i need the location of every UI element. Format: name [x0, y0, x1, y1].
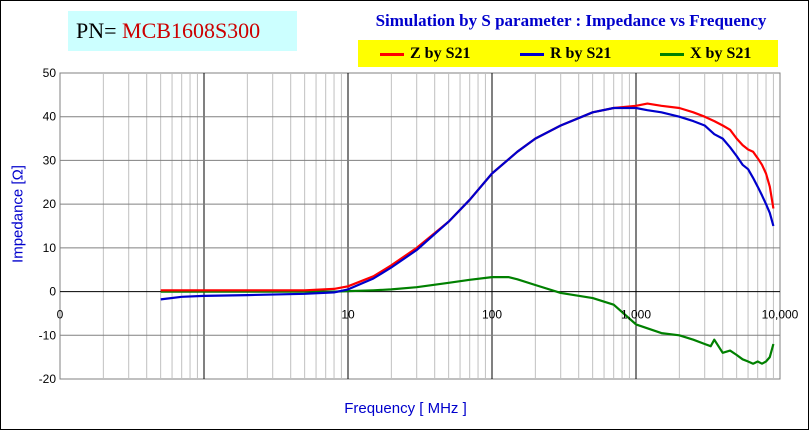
series-line-x: [160, 276, 775, 365]
x-tick-label: 100: [482, 308, 502, 322]
legend-label-z: Z by S21: [410, 45, 471, 62]
y-tick-label: 0: [49, 285, 56, 299]
y-axis-title: Impedance [Ω]: [9, 165, 27, 263]
y-tick-labels: -20 -10 0 10 20 30 40 50: [39, 66, 57, 386]
minor-gridlines: [102, 73, 774, 379]
y-tick-label: 50: [43, 66, 57, 80]
series-line-z: [160, 102, 775, 292]
x-axis-title: Frequency [ MHz ]: [344, 400, 467, 417]
y-tick-label: -10: [39, 328, 57, 342]
x-tick-label: 0: [57, 308, 64, 322]
y-tick-label: -20: [39, 372, 57, 386]
legend-label-r: R by S21: [550, 45, 612, 62]
legend-swatch-x: [660, 52, 684, 56]
legend-label-x: X by S21: [690, 45, 752, 62]
y-tick-label: 10: [43, 241, 57, 255]
x-tick-label: 10,000: [762, 308, 799, 322]
legend-swatch-z: [380, 52, 404, 56]
chart-legend: Z by S21 R by S21 X by S21: [358, 40, 778, 67]
series-line-r: [160, 106, 775, 301]
part-number-value: MCB1608S300: [122, 18, 261, 43]
y-tick-label: 30: [43, 153, 57, 167]
legend-item-z: Z by S21: [380, 40, 470, 67]
chart-title: Simulation by S parameter : Impedance vs…: [375, 11, 767, 30]
legend-item-x: X by S21: [660, 40, 751, 67]
legend-item-r: R by S21: [520, 40, 611, 67]
series-layer: [160, 102, 775, 365]
y-tick-label: 40: [43, 110, 57, 124]
x-tick-labels: 0 10 100 1,000 10,000: [57, 308, 799, 322]
part-number-prefix: PN=: [76, 18, 123, 43]
legend-swatch-r: [520, 52, 544, 56]
x-tick-label: 10: [341, 308, 355, 322]
part-number-box: PN= MCB1608S300: [68, 11, 297, 51]
x-tick-label: 1,000: [621, 308, 651, 322]
y-tick-label: 20: [43, 197, 57, 211]
plot-area: [59, 72, 781, 380]
